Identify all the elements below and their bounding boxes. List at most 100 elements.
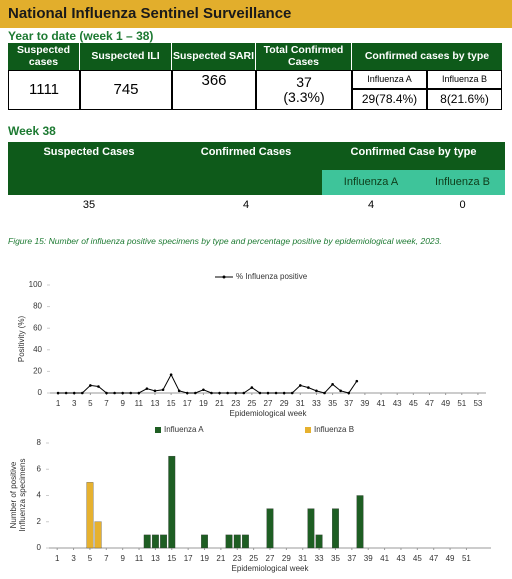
x-tick-label: 13 <box>151 399 160 408</box>
y-axis-label: Influenza specimens <box>18 459 27 532</box>
table-header: Total Confirmed Cases <box>256 43 352 70</box>
y-tick-label: 0 <box>38 388 43 397</box>
section-title: Year to date (week 1 – 38) <box>8 29 154 43</box>
point <box>145 387 149 390</box>
bar <box>168 455 176 549</box>
x-tick-label: 7 <box>104 399 109 408</box>
point <box>161 388 165 392</box>
point <box>121 391 124 395</box>
x-tick-label: 9 <box>120 554 125 563</box>
point <box>266 391 270 395</box>
point <box>210 391 213 395</box>
x-tick-label: 17 <box>184 554 193 563</box>
point <box>185 391 189 395</box>
x-tick-label: 43 <box>397 554 406 563</box>
x-tick-label: 45 <box>409 399 418 408</box>
y-tick-label: 100 <box>29 280 43 289</box>
x-tick-label: 45 <box>413 554 422 563</box>
x-tick-label: 13 <box>151 554 160 563</box>
x-tick-label: 37 <box>347 554 356 563</box>
section-title: Week 38 <box>8 124 56 138</box>
x-tick-label: 23 <box>233 554 242 563</box>
x-tick-label: 1 <box>56 399 61 408</box>
point <box>226 391 229 395</box>
table-subheader: Influenza A <box>352 70 427 89</box>
x-tick-label: 49 <box>446 554 455 563</box>
point <box>315 389 318 393</box>
x-tick-label: 5 <box>88 399 93 408</box>
x-tick-label: 5 <box>88 554 93 563</box>
table-cell: 8(21.6%) <box>427 89 502 110</box>
point <box>137 391 141 395</box>
x-tick-label: 15 <box>167 554 176 563</box>
x-tick-label: 29 <box>282 554 291 563</box>
table-cell: 29(78.4%) <box>352 89 427 110</box>
legend-label: Influenza B <box>314 425 354 434</box>
bar <box>332 508 339 549</box>
table-header: Suspected Cases <box>8 142 170 162</box>
x-tick-label: 15 <box>167 399 176 408</box>
cell-value: 37 <box>296 73 312 90</box>
table-cell: 35 <box>82 198 96 211</box>
table-subheader: Influenza B <box>420 170 505 195</box>
x-tick-label: 29 <box>280 399 289 408</box>
y-tick-label: 40 <box>33 345 42 354</box>
x-axis-label: Epidemiological week <box>230 409 308 418</box>
table-cell: 4 <box>242 198 250 211</box>
y-axis-label: Number of positive <box>9 461 18 528</box>
point <box>177 389 181 393</box>
y-tick-label: 20 <box>33 367 42 376</box>
point <box>129 391 133 395</box>
point <box>242 391 246 395</box>
x-tick-label: 27 <box>266 554 275 563</box>
point <box>56 391 60 395</box>
legend-swatch <box>155 427 161 433</box>
y-tick-label: 4 <box>37 491 42 500</box>
x-tick-label: 39 <box>364 554 373 563</box>
bar <box>356 495 364 549</box>
x-tick-label: 1 <box>55 554 60 563</box>
y-tick-label: 8 <box>37 438 42 447</box>
x-tick-label: 35 <box>331 554 340 563</box>
x-tick-label: 33 <box>312 399 321 408</box>
x-tick-label: 17 <box>183 399 192 408</box>
series-line <box>58 373 358 394</box>
bar <box>143 534 151 549</box>
x-tick-label: 37 <box>344 399 353 408</box>
bar <box>233 534 241 549</box>
x-tick-label: 41 <box>380 554 389 563</box>
x-tick-label: 23 <box>231 399 240 408</box>
x-tick-label: 19 <box>200 554 209 563</box>
bar <box>94 521 102 549</box>
point <box>355 379 359 383</box>
point <box>202 388 205 392</box>
bar <box>266 508 274 549</box>
point <box>72 391 76 395</box>
x-tick-label: 39 <box>360 399 369 408</box>
table-cell: 366 <box>172 70 256 110</box>
table-cell: 1111 <box>8 70 80 110</box>
x-tick-label: 51 <box>457 399 466 408</box>
x-tick-label: 11 <box>135 554 144 563</box>
table-header: Suspected SARI <box>172 43 256 70</box>
point <box>250 386 254 389</box>
bar <box>307 508 315 549</box>
x-tick-label: 43 <box>393 399 402 408</box>
table-cell: 37 (3.3%) <box>256 70 352 110</box>
x-tick-label: 53 <box>473 399 482 408</box>
legend-marker <box>222 275 226 279</box>
x-tick-label: 49 <box>441 399 450 408</box>
table-subheader: Influenza B <box>427 70 502 89</box>
x-tick-label: 35 <box>328 399 337 408</box>
point <box>194 391 197 395</box>
legend-label: % Influenza positive <box>236 272 308 281</box>
point <box>80 391 84 395</box>
point <box>282 391 286 395</box>
x-tick-label: 41 <box>377 399 386 408</box>
x-tick-label: 27 <box>264 399 273 408</box>
table-cell: 745 <box>80 70 172 110</box>
x-tick-label: 31 <box>296 399 305 408</box>
x-tick-label: 33 <box>315 554 324 563</box>
